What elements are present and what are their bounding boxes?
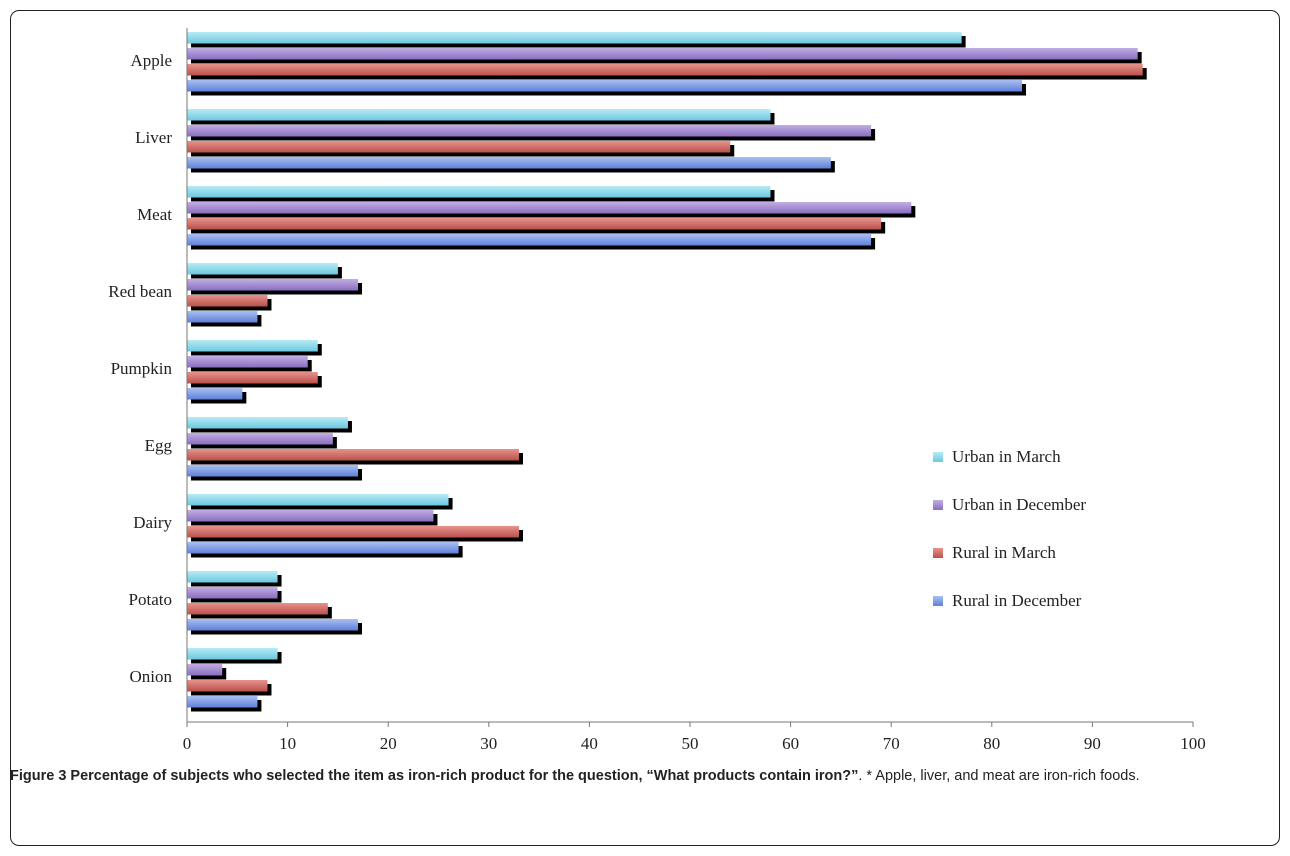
bar-meat-urban-in-december bbox=[187, 202, 912, 214]
bar-red-bean-rural-in-march bbox=[187, 295, 268, 307]
bar-apple-rural-in-december bbox=[187, 80, 1022, 92]
category-label-dairy: Dairy bbox=[133, 513, 172, 532]
category-label-pumpkin: Pumpkin bbox=[111, 359, 173, 378]
legend: Urban in March Urban in December Rural in … bbox=[933, 447, 1086, 610]
x-tick-label-60: 60 bbox=[782, 734, 799, 753]
x-tick-label-90: 90 bbox=[1084, 734, 1101, 753]
category-label-onion: Onion bbox=[130, 667, 173, 686]
bar-onion-rural-in-december bbox=[187, 696, 258, 708]
bar-liver-rural-in-march bbox=[187, 141, 731, 153]
bar-red-bean-rural-in-december bbox=[187, 311, 258, 323]
bar-pumpkin-urban-in-december bbox=[187, 356, 308, 368]
category-label-liver: Liver bbox=[135, 128, 172, 147]
bar-red-bean-urban-in-december bbox=[187, 279, 359, 291]
x-tick-label-70: 70 bbox=[883, 734, 900, 753]
caption-note: . * Apple, liver, and meat are iron-rich… bbox=[858, 768, 1140, 784]
bar-pumpkin-rural-in-december bbox=[187, 388, 243, 400]
bar-potato-rural-in-december bbox=[187, 619, 359, 631]
bar-potato-urban-in-december bbox=[187, 587, 278, 599]
bar-egg-rural-in-december bbox=[187, 465, 359, 477]
bar-liver-urban-in-december bbox=[187, 125, 872, 137]
bar-egg-urban-in-march bbox=[187, 417, 348, 429]
legend-label-urban-in-march: Urban in March bbox=[952, 447, 1061, 466]
x-tick-label-0: 0 bbox=[183, 734, 192, 753]
bar-meat-urban-in-march bbox=[187, 186, 771, 198]
bar-meat-rural-in-march bbox=[187, 218, 882, 230]
caption-title: Figure 3 Percentage of subjects who sele… bbox=[10, 768, 859, 784]
x-tick-label-20: 20 bbox=[380, 734, 397, 753]
legend-label-rural-in-march: Rural in March bbox=[952, 543, 1056, 562]
category-labels: Apple Liver Meat Red bean Pumpkin Egg Dairy Pot… bbox=[108, 51, 172, 686]
legend-swatch-rural-in-march bbox=[933, 548, 943, 558]
bar-red-bean-urban-in-march bbox=[187, 263, 338, 275]
x-tick-label-80: 80 bbox=[983, 734, 1000, 753]
legend-label-urban-in-december: Urban in December bbox=[952, 495, 1086, 514]
bar-liver-urban-in-march bbox=[187, 109, 771, 121]
bar-meat-rural-in-december bbox=[187, 234, 872, 246]
bar-liver-rural-in-december bbox=[187, 157, 831, 169]
bar-dairy-rural-in-march bbox=[187, 526, 519, 538]
bars-group bbox=[187, 32, 1147, 712]
x-tick-label-100: 100 bbox=[1180, 734, 1206, 753]
x-tick-label-40: 40 bbox=[581, 734, 598, 753]
category-label-meat: Meat bbox=[137, 205, 172, 224]
category-label-egg: Egg bbox=[145, 436, 173, 455]
figure-caption: Figure 3 Percentage of subjects who sele… bbox=[10, 766, 1274, 787]
category-label-red-bean: Red bean bbox=[108, 282, 172, 301]
bar-pumpkin-urban-in-march bbox=[187, 340, 318, 352]
bar-onion-rural-in-march bbox=[187, 680, 268, 692]
bar-apple-urban-in-march bbox=[187, 32, 962, 44]
bar-egg-rural-in-march bbox=[187, 449, 519, 461]
x-tick-label-50: 50 bbox=[682, 734, 699, 753]
category-label-potato: Potato bbox=[129, 590, 172, 609]
bar-dairy-urban-in-december bbox=[187, 510, 434, 522]
x-axis: 0 10 20 30 40 50 60 70 80 90 100 bbox=[183, 28, 1206, 753]
legend-swatch-urban-in-december bbox=[933, 500, 943, 510]
bar-onion-urban-in-december bbox=[187, 664, 223, 676]
bar-dairy-rural-in-december bbox=[187, 542, 459, 554]
x-tick-label-30: 30 bbox=[480, 734, 497, 753]
bar-onion-urban-in-march bbox=[187, 648, 278, 660]
legend-label-rural-in-december: Rural in December bbox=[952, 591, 1082, 610]
category-label-apple: Apple bbox=[130, 51, 172, 70]
bar-dairy-urban-in-march bbox=[187, 494, 449, 506]
bar-apple-rural-in-march bbox=[187, 64, 1143, 76]
legend-swatch-rural-in-december bbox=[933, 596, 943, 606]
bar-apple-urban-in-december bbox=[187, 48, 1138, 60]
bar-chart: 0 10 20 30 40 50 60 70 80 90 100 Apple Liver Meat Red… bbox=[108, 28, 1206, 753]
bar-potato-rural-in-march bbox=[187, 603, 328, 615]
bar-potato-urban-in-march bbox=[187, 571, 278, 583]
bar-egg-urban-in-december bbox=[187, 433, 333, 445]
bar-pumpkin-rural-in-march bbox=[187, 372, 318, 384]
legend-swatch-urban-in-march bbox=[933, 452, 943, 462]
x-tick-label-10: 10 bbox=[279, 734, 296, 753]
